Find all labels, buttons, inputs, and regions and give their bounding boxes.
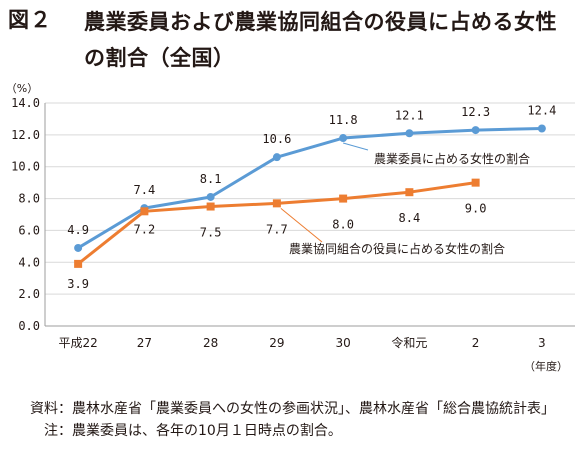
x-tick-label: 平成22: [58, 336, 97, 350]
series-label-coop: 農業協同組合の役員に占める女性の割合: [289, 241, 505, 256]
coop-leader-line: [280, 207, 323, 243]
data-label-coop: 8.0: [332, 218, 354, 232]
y-tick-label: 14.0: [11, 96, 40, 110]
series-label-committee: 農業委員に占める女性の割合: [374, 151, 530, 166]
data-point-coop: [140, 207, 149, 216]
data-point-coop: [206, 202, 215, 211]
y-axis-unit: （%）: [6, 82, 38, 95]
remark-note-head: 注：: [44, 423, 72, 439]
remark-note: 注： 農業委員は、各年の10月１日時点の割合。: [14, 420, 580, 442]
data-label-coop: 7.5: [200, 226, 222, 240]
data-point-committee: [74, 243, 83, 252]
data-point-committee: [537, 124, 546, 133]
notes: 資料： 農林水産省「農業委員への女性の参画状況」、農林水産省「総合農協統計表」 …: [14, 398, 580, 442]
data-label-committee: 4.9: [67, 223, 89, 237]
y-tick-label: 6.0: [18, 223, 40, 237]
x-tick-label: 3: [538, 336, 546, 350]
data-label-coop: 7.7: [266, 222, 288, 236]
source-note-head: 資料：: [30, 401, 72, 417]
y-tick-label: 0.0: [18, 319, 40, 333]
remark-note-text: 農業委員は、各年の10月１日時点の割合。: [72, 423, 342, 439]
y-tick-label: 10.0: [11, 160, 40, 174]
data-point-coop: [471, 178, 480, 187]
source-note: 資料： 農林水産省「農業委員への女性の参画状況」、農林水産省「総合農協統計表」: [14, 398, 580, 420]
data-point-coop: [272, 199, 281, 208]
committee-leader-line: [342, 142, 369, 151]
x-tick-label: 30: [335, 336, 350, 350]
x-axis-unit: （年度）: [524, 359, 568, 373]
data-label-coop: 3.9: [67, 277, 89, 291]
data-label-coop: 8.4: [399, 211, 421, 225]
x-tick-label: 29: [269, 336, 284, 350]
data-label-committee: 12.4: [527, 103, 556, 117]
data-label-committee: 12.1: [395, 108, 424, 122]
data-label-committee: 7.4: [134, 183, 156, 197]
y-tick-label: 8.0: [18, 192, 40, 206]
figure-number: 図２: [8, 8, 52, 32]
x-tick-label: 28: [203, 336, 218, 350]
y-tick-label: 2.0: [18, 287, 40, 301]
data-label-committee: 11.8: [329, 113, 358, 127]
y-tick-label: 12.0: [11, 128, 40, 142]
data-label-coop: 9.0: [465, 202, 487, 216]
data-label-coop: 7.2: [134, 222, 156, 236]
line-chart: 0.0 2.0 4.0 6.0 8.0 10.0 12.0 14.0 平成22 27 28 29 30 令…: [6, 82, 575, 373]
series-women-committee-line: [77, 126, 542, 250]
data-point-committee: [206, 192, 215, 201]
data-point-committee: [471, 126, 480, 135]
data-point-committee: [272, 153, 281, 162]
data-point-committee: [339, 134, 348, 143]
x-tick-label: 2: [472, 336, 480, 350]
y-tick-label: 4.0: [18, 255, 40, 269]
data-label-committee: 8.1: [200, 172, 222, 186]
data-point-coop: [405, 188, 414, 197]
data-point-committee: [405, 129, 414, 138]
x-tick-label: 令和元: [391, 335, 427, 350]
data-point-coop: [74, 259, 83, 268]
x-tick-label: 27: [137, 336, 152, 350]
data-label-committee: 10.6: [262, 132, 291, 146]
source-note-text: 農林水産省「農業委員への女性の参画状況」、農林水産省「総合農協統計表」: [72, 401, 555, 417]
data-label-committee: 12.3: [461, 105, 490, 119]
data-point-coop: [339, 194, 348, 203]
chart-title: 農業委員および農業協同組合の役員に占める女性の割合（全国）: [84, 10, 557, 70]
